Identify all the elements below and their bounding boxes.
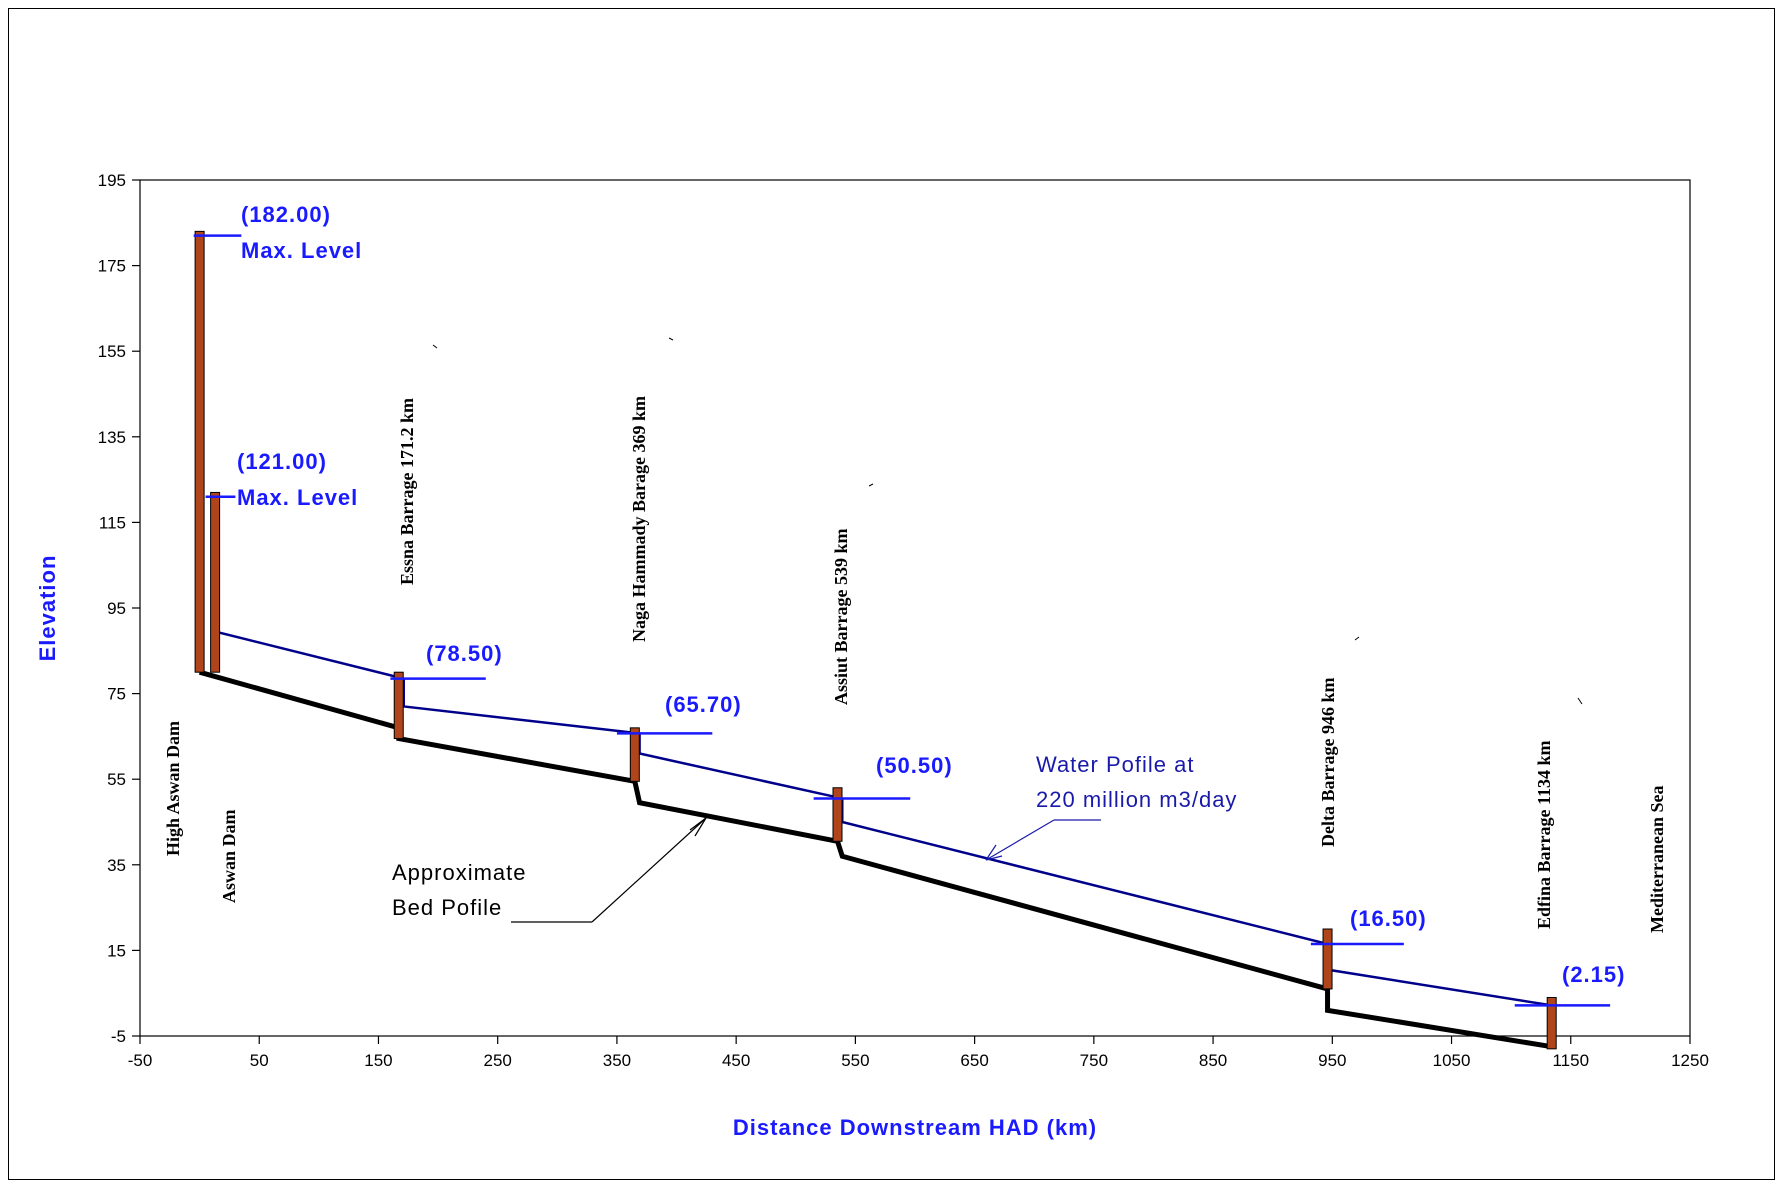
- y-tick-label: 75: [107, 685, 126, 704]
- x-tick-label: -50: [128, 1051, 153, 1070]
- label-tick-mark: [868, 483, 874, 487]
- y-axis-title: Elevation: [35, 555, 60, 662]
- x-tick-label: 850: [1199, 1051, 1227, 1070]
- structure-label: Naga Hammady Barage 369 km: [629, 396, 649, 642]
- structure-bar: [832, 787, 843, 842]
- level-value-label: (121.00): [237, 449, 327, 474]
- level-value-label: (16.50): [1350, 906, 1427, 931]
- y-tick-label: 195: [98, 171, 126, 190]
- bed-pointer-line: [591, 817, 707, 923]
- x-tick-label: 250: [484, 1051, 512, 1070]
- x-tick-label: 750: [1080, 1051, 1108, 1070]
- level-value-label: (78.50): [426, 641, 503, 666]
- water-profile-label: Water Pofile at: [1036, 752, 1194, 777]
- label-tick-mark: [1577, 697, 1583, 705]
- x-tick-label: 450: [722, 1051, 750, 1070]
- level-value-label: (65.70): [665, 692, 742, 717]
- x-tick-label: 150: [364, 1051, 392, 1070]
- y-tick-label: 115: [99, 513, 126, 532]
- label-tick-mark: [668, 337, 674, 341]
- x-tick-label: 50: [250, 1051, 269, 1070]
- structure-bar: [1546, 996, 1557, 1050]
- y-tick-label: 135: [98, 428, 126, 447]
- structure-bar: [210, 491, 221, 673]
- y-tick-label: 155: [98, 342, 126, 361]
- y-tick-label: 35: [107, 856, 126, 875]
- y-tick-label: 95: [107, 599, 126, 618]
- level-value-label: (182.00): [241, 202, 331, 227]
- water-profile-label: 220 million m3/day: [1036, 787, 1237, 812]
- y-tick-label: 175: [98, 257, 126, 276]
- structure-bar: [393, 671, 404, 740]
- max-level-label: Max. Level: [241, 238, 362, 263]
- sea-label: Mediterranean Sea: [1647, 786, 1667, 933]
- x-tick-label: 950: [1318, 1051, 1346, 1070]
- chart-frame: [8, 8, 1775, 1180]
- x-axis-title: Distance Downstream HAD (km): [733, 1115, 1097, 1140]
- max-level-label: Max. Level: [237, 485, 358, 510]
- structure-bar: [1322, 928, 1333, 990]
- chart-labels: Distance Downstream HAD (km) Elevation (18…: [35, 202, 1667, 1140]
- label-tick-mark: [432, 344, 438, 349]
- plot-area: [139, 179, 1691, 1037]
- water-pointer-arrow: [985, 844, 1003, 861]
- bed-profile-label: Approximate: [392, 860, 527, 885]
- y-tick-label: -5: [111, 1027, 126, 1046]
- x-tick-label: 1150: [1552, 1051, 1589, 1070]
- y-tick-label: 15: [107, 941, 126, 960]
- structure-bar: [629, 727, 640, 782]
- level-value-label: (2.15): [1562, 962, 1625, 987]
- y-tick-label: 55: [107, 770, 126, 789]
- x-tick-label: 1250: [1671, 1051, 1709, 1070]
- structure-label: Essna Barrage 171.2 km: [397, 398, 417, 585]
- x-tick-label: 550: [841, 1051, 869, 1070]
- structure-label: Assiut Barrage 539 km: [831, 529, 851, 706]
- bed-pointer-arrow: [689, 817, 707, 837]
- level-value-label: (50.50): [876, 753, 953, 778]
- structure-bar: [194, 230, 205, 673]
- water-profile-line: [214, 630, 1552, 1007]
- water-pointer-line: [985, 819, 1055, 861]
- axes: 195 175 155 135 115 95 75 55 35 15 -5-50 50 150 250 35…: [98, 171, 1709, 1070]
- x-tick-label: 650: [960, 1051, 988, 1070]
- x-tick-label: 350: [603, 1051, 631, 1070]
- bed-profile-label: Bed Pofile: [392, 895, 502, 920]
- structure-label: Edfina Barrage 1134 km: [1534, 740, 1554, 929]
- structure-label: High Aswan Dam: [163, 721, 183, 856]
- label-tick-mark: [1354, 636, 1360, 641]
- structure-label: Aswan Dam: [219, 809, 239, 903]
- x-tick-label: 1050: [1433, 1051, 1471, 1070]
- structure-label: Delta Barrage 946 km: [1318, 678, 1338, 847]
- chart-marks: [193, 230, 1611, 1050]
